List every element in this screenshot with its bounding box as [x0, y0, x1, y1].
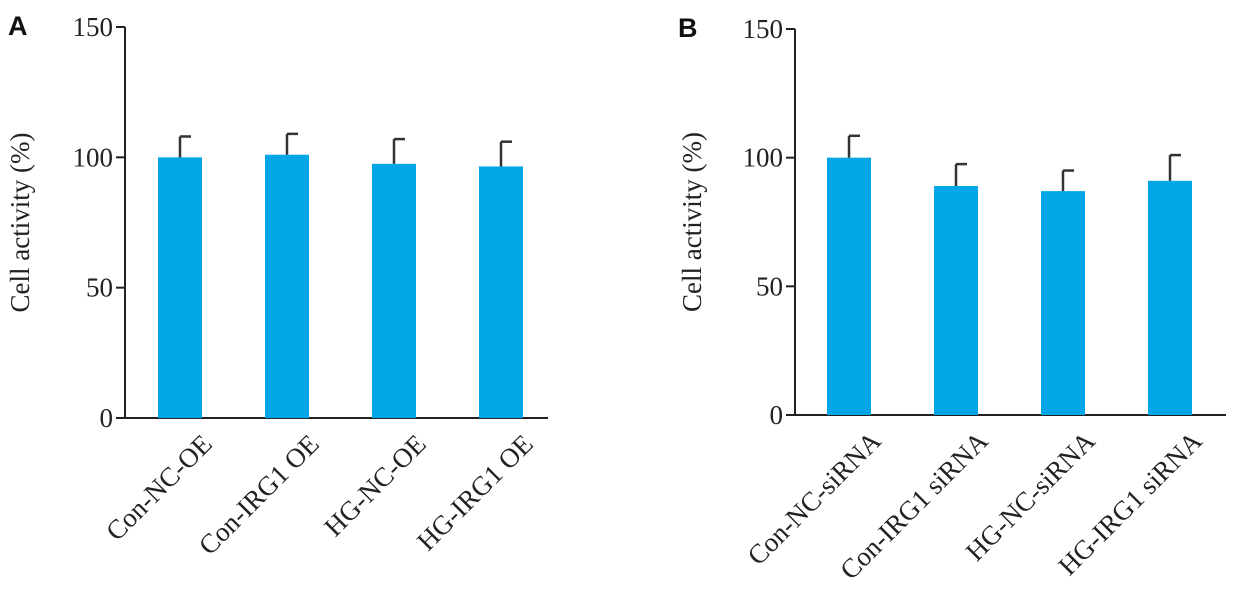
y-axis-title: Cell activity (%)	[677, 132, 707, 312]
y-tick-label: 150	[743, 14, 784, 44]
y-tick-label: 50	[86, 273, 113, 303]
bar	[265, 154, 309, 418]
bar	[934, 185, 978, 415]
category-label: Con-NC-OE	[100, 429, 218, 547]
bar	[827, 157, 871, 415]
y-tick-label: 50	[756, 271, 783, 301]
bar	[1148, 180, 1192, 415]
y-tick-label: 0	[100, 403, 114, 433]
category-label: HG-IRG1 OE	[411, 429, 539, 557]
bar	[1041, 191, 1085, 415]
y-tick-label: 100	[73, 142, 114, 172]
category-label: HG-NC-OE	[318, 429, 431, 542]
bar	[158, 157, 202, 419]
panel-letter: B	[678, 13, 698, 43]
y-tick-label: 0	[770, 400, 784, 430]
bar	[479, 166, 523, 418]
bar	[372, 163, 416, 418]
y-tick-label: 100	[743, 143, 784, 173]
panel-letter: A	[8, 11, 28, 41]
y-tick-label: 150	[73, 12, 114, 42]
y-axis-title: Cell activity (%)	[5, 133, 35, 313]
